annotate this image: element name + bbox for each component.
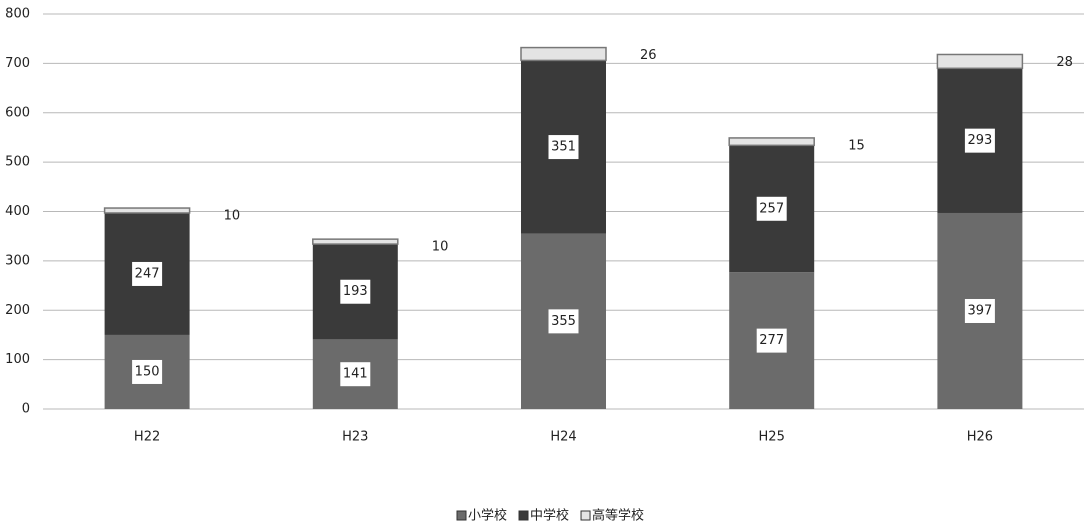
y-tick-label: 200 (5, 303, 30, 318)
x-tick-label: H25 (759, 430, 785, 445)
data-label-box (132, 261, 163, 286)
data-label: 10 (224, 209, 241, 224)
bar-segment (728, 137, 815, 147)
data-label: 293 (967, 133, 992, 148)
bar-segment (312, 238, 399, 245)
data-label: 141 (343, 367, 368, 382)
bar-segment (520, 46, 607, 62)
data-label: 15 (848, 138, 865, 153)
y-tick-label: 500 (5, 155, 30, 170)
data-label: 26 (640, 48, 657, 63)
data-label: 247 (135, 266, 160, 281)
data-label-box (340, 362, 371, 387)
x-tick-label: H24 (550, 430, 576, 445)
data-label: 193 (343, 284, 368, 299)
data-label: 277 (759, 333, 784, 348)
data-label-box (756, 196, 787, 221)
x-tick-label: H22 (134, 430, 160, 445)
data-label: 28 (1056, 55, 1073, 70)
y-tick-label: 700 (5, 56, 30, 71)
y-tick-label: 100 (5, 352, 30, 367)
y-tick-label: 800 (5, 7, 30, 22)
data-label: 351 (551, 140, 576, 155)
x-tick-label: H26 (967, 430, 993, 445)
x-tick-label: H23 (342, 430, 368, 445)
data-label-box (964, 298, 995, 323)
data-label: 355 (551, 314, 576, 329)
data-label: 150 (135, 364, 160, 379)
bar-segment (936, 53, 1024, 70)
legend-swatch (518, 510, 529, 521)
legend-swatch (580, 510, 591, 521)
legend-label: 小学校 (468, 508, 507, 524)
y-tick-label: 400 (5, 204, 30, 219)
data-label-box (756, 328, 787, 353)
y-tick-label: 300 (5, 253, 30, 268)
y-tick-label: 600 (5, 105, 30, 120)
legend-swatch (456, 510, 467, 521)
data-label-box (548, 135, 579, 160)
data-label: 257 (759, 201, 784, 216)
data-label-box (132, 359, 163, 384)
data-label-box (340, 279, 371, 304)
y-tick-label: 0 (22, 402, 30, 417)
legend-label: 高等学校 (592, 508, 644, 524)
legend-label: 中学校 (530, 508, 569, 524)
data-label-box (964, 128, 995, 153)
bar-segment (103, 207, 191, 214)
data-label-box (548, 309, 579, 334)
data-label: 10 (432, 240, 449, 255)
data-label: 397 (967, 303, 992, 318)
